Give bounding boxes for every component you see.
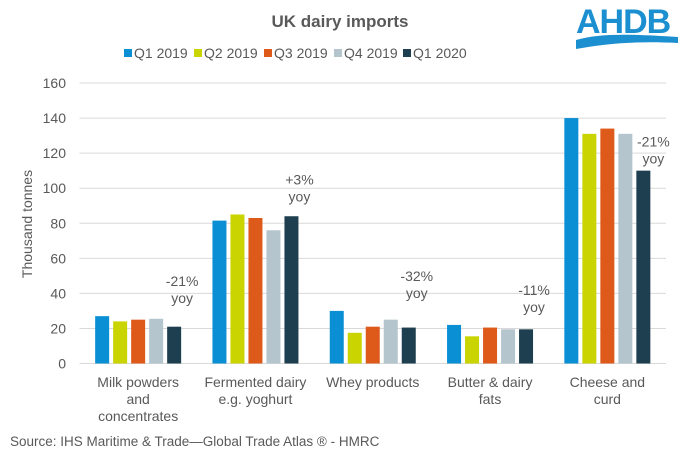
legend: Q1 2019 Q2 2019 Q3 2019 Q4 2019 Q1 2020	[124, 45, 467, 61]
legend-swatch-icon	[403, 49, 411, 57]
x-category-label: Fermented dairy e.g. yoghurt	[204, 374, 306, 407]
source-note: Source: IHS Maritime & Trade—Global Trad…	[10, 434, 380, 449]
logo-wave-icon	[576, 34, 678, 49]
x-axis-categories: Milk powders and concentrates Fermented dai…	[97, 374, 645, 424]
yoy-annotation: -21% yoy	[166, 273, 199, 306]
bar	[365, 326, 380, 364]
y-tick-label: 80	[50, 215, 66, 231]
legend-label: Q4 2019	[344, 45, 398, 61]
yoy-annotation: -32% yoy	[400, 268, 433, 301]
bar	[465, 336, 480, 364]
yoy-annotation: -21% yoy	[637, 134, 670, 167]
bar	[248, 217, 263, 364]
y-tick-label: 20	[50, 320, 66, 336]
legend-item: Q1 2019	[124, 45, 188, 61]
bar	[582, 133, 597, 364]
bars	[95, 118, 651, 364]
logo-text: AHDB	[576, 3, 671, 41]
bar	[95, 316, 110, 364]
y-tick-label: 40	[50, 285, 66, 301]
bar	[284, 216, 299, 364]
ahdb-logo: AHDB	[576, 3, 678, 49]
legend-swatch-icon	[124, 49, 132, 57]
legend-label: Q1 2020	[413, 45, 467, 61]
y-tick-label: 120	[43, 145, 67, 161]
bar	[230, 214, 245, 364]
bar	[149, 318, 164, 364]
x-category-label: Butter & dairy fats	[448, 374, 533, 407]
bar	[113, 321, 128, 364]
y-tick-label: 160	[43, 75, 67, 91]
legend-swatch-icon	[334, 49, 342, 57]
x-category-label: Cheese and curd	[570, 374, 646, 407]
bar	[447, 324, 462, 364]
legend-label: Q2 2019	[204, 45, 258, 61]
legend-label: Q1 2019	[134, 45, 188, 61]
x-category-label: Whey products	[326, 374, 419, 390]
yoy-annotation: -11% yoy	[518, 282, 550, 315]
legend-item: Q3 2019	[264, 45, 328, 61]
y-tick-label: 100	[43, 180, 67, 196]
y-tick-label: 60	[50, 250, 66, 266]
x-category-label: Milk powders and concentrates	[97, 374, 179, 424]
bar	[600, 128, 615, 364]
bar	[131, 319, 146, 364]
legend-swatch-icon	[194, 49, 202, 57]
bar	[618, 133, 633, 364]
yoy-annotation: +3% yoy	[285, 171, 313, 204]
y-tick-label: 140	[43, 110, 67, 126]
chart-title: UK dairy imports	[272, 12, 409, 31]
bar	[329, 310, 344, 364]
bar	[383, 319, 398, 364]
bar	[212, 220, 227, 364]
legend-label: Q3 2019	[274, 45, 328, 61]
bar	[519, 329, 534, 364]
legend-item: Q1 2020	[403, 45, 467, 61]
y-axis-ticks: 0 20 40 60 80 100 120 140 160	[43, 75, 67, 372]
bar	[167, 326, 182, 364]
bar	[501, 329, 516, 364]
legend-item: Q2 2019	[194, 45, 258, 61]
bar	[266, 230, 281, 364]
bar	[401, 327, 416, 364]
annotations: -21% yoy +3% yoy -32% yoy -11% yoy -21% yoy	[166, 134, 670, 315]
bar	[347, 332, 362, 364]
bar	[483, 327, 498, 364]
legend-swatch-icon	[264, 49, 272, 57]
bar	[636, 170, 651, 364]
y-axis-label: Thousand tonnes	[19, 170, 35, 278]
legend-item: Q4 2019	[334, 45, 398, 61]
bar	[564, 118, 579, 364]
y-tick-label: 0	[58, 356, 66, 372]
